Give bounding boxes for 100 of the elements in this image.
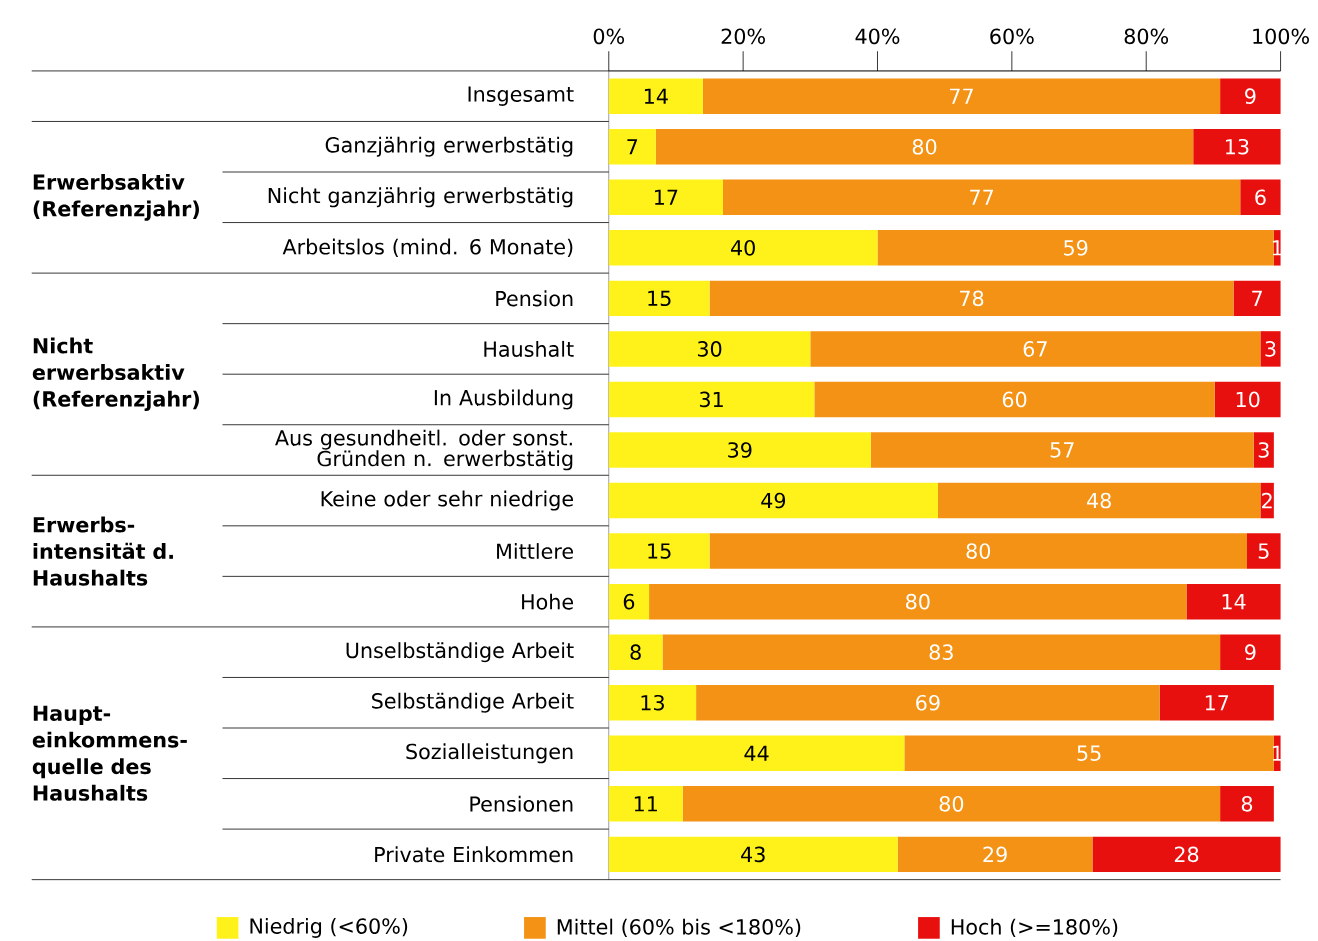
bar	[870, 432, 1254, 468]
bar	[877, 230, 1274, 266]
data-label: 14	[1222, 594, 1246, 610]
data-label: 8	[1241, 796, 1253, 812]
bar	[702, 78, 1221, 115]
y-tick-label: Insgesamt	[468, 86, 574, 107]
y-tick-label: Pension	[496, 290, 573, 307]
bar	[1233, 280, 1281, 317]
data-label: 80	[912, 139, 937, 155]
bar	[1092, 836, 1281, 873]
text: Erwerbsaktiv (Referenzjahr)	[33, 174, 199, 221]
bar	[608, 381, 815, 418]
data-label: 11	[634, 796, 657, 812]
data-label: 80	[939, 796, 964, 812]
y-tick-label: Keine oder sehr niedrige	[321, 490, 574, 511]
data-label: 17	[655, 189, 678, 205]
data-label: 8	[630, 644, 641, 661]
y-tick-label: Pensionen	[470, 795, 573, 812]
data-label: 55	[1077, 745, 1101, 762]
bar	[608, 584, 650, 620]
bar	[1214, 381, 1281, 418]
bar	[608, 280, 710, 317]
data-label: 48	[1087, 492, 1111, 509]
data-label: 5	[1258, 543, 1269, 559]
bar	[1220, 634, 1281, 671]
bar	[608, 331, 811, 367]
bar	[897, 836, 1093, 873]
data-label: 40	[731, 240, 755, 256]
legend-label: Mittel (60% bis <180%)	[557, 918, 801, 938]
y-tick-label: Haushalt	[484, 341, 574, 358]
bar	[608, 685, 697, 721]
bar	[722, 179, 1241, 216]
text: Haupt-einkommens-quelle des Haushalts	[32, 705, 187, 801]
text: Erwerbs-intensität d. Haushalts	[33, 516, 173, 586]
data-label: 14	[644, 88, 668, 104]
bar	[608, 533, 710, 569]
bar	[608, 78, 703, 115]
data-label: 10	[1236, 391, 1260, 408]
legend-label: Hoch (>=180%)	[951, 918, 1118, 938]
bar	[709, 280, 1234, 317]
bar	[1240, 179, 1281, 216]
bar	[1159, 685, 1274, 721]
bar	[1260, 331, 1281, 367]
data-label: 2	[1262, 493, 1272, 509]
x-tick-label: 40%	[855, 28, 900, 45]
bar	[655, 129, 1194, 165]
data-label: 15	[648, 290, 671, 307]
data-label: 30	[697, 341, 722, 357]
data-label: 39	[728, 442, 752, 458]
data-label: 69	[916, 695, 940, 711]
bar	[1253, 432, 1274, 468]
data-label: 6	[623, 593, 635, 610]
bar	[608, 634, 663, 671]
x-tick-label: 60%	[990, 28, 1034, 45]
y-tick-label: Aus gesundheitl. oder sonst. Gründen n. erwerbstätig	[275, 429, 573, 471]
data-label: 57	[1050, 442, 1074, 458]
data-label: 28	[1174, 846, 1199, 863]
data-label: 3	[1258, 442, 1269, 458]
x-tick-label: 100%	[1253, 28, 1309, 45]
bar	[1220, 786, 1274, 822]
data-label: 78	[960, 290, 984, 307]
y-tick-label: Sozialleistungen	[406, 743, 573, 764]
bar	[649, 584, 1187, 620]
y-tick-label: Arbeitslos (mind. 6 Monate)	[282, 238, 573, 258]
data-label: 49	[761, 492, 786, 509]
bar	[662, 634, 1221, 671]
data-label: 77	[950, 88, 973, 104]
data-label: 29	[983, 846, 1007, 863]
bar	[1260, 482, 1274, 519]
x-tick-label: 20%	[721, 28, 765, 45]
text: Nicht erwerbsaktiv (Referenzjahr)	[32, 337, 199, 412]
bar	[810, 331, 1261, 367]
bar	[608, 179, 723, 216]
y-tick-label: Nicht ganzjährig erwerbstätig	[268, 187, 573, 208]
data-label: 80	[906, 593, 930, 610]
data-label: 9	[1245, 88, 1256, 105]
y-tick-label: Selbständige Arbeit	[372, 692, 574, 713]
data-label: 44	[744, 745, 769, 761]
bar	[709, 533, 1247, 569]
data-label: 43	[741, 846, 765, 863]
x-tick-label: 0%	[593, 28, 625, 45]
legend-label: Niedrig (<60%)	[250, 918, 408, 939]
data-label: 15	[648, 543, 671, 559]
bar	[608, 129, 656, 165]
x-tick-label: 80%	[1124, 28, 1169, 45]
bar	[608, 836, 898, 873]
y-tick-label: Hohe	[522, 593, 574, 610]
bar	[608, 786, 683, 822]
bar	[696, 685, 1160, 721]
data-label: 13	[641, 695, 664, 711]
data-label: 80	[966, 543, 991, 560]
bar	[1246, 533, 1281, 569]
data-label: 60	[1002, 391, 1027, 408]
data-label: 77	[970, 189, 994, 205]
data-label: 9	[1245, 644, 1256, 661]
bar	[608, 482, 938, 519]
data-label: 17	[1205, 695, 1229, 711]
bar	[937, 482, 1261, 519]
y-tick-label: Unselbständige Arbeit	[346, 642, 574, 663]
bar	[1186, 584, 1281, 620]
